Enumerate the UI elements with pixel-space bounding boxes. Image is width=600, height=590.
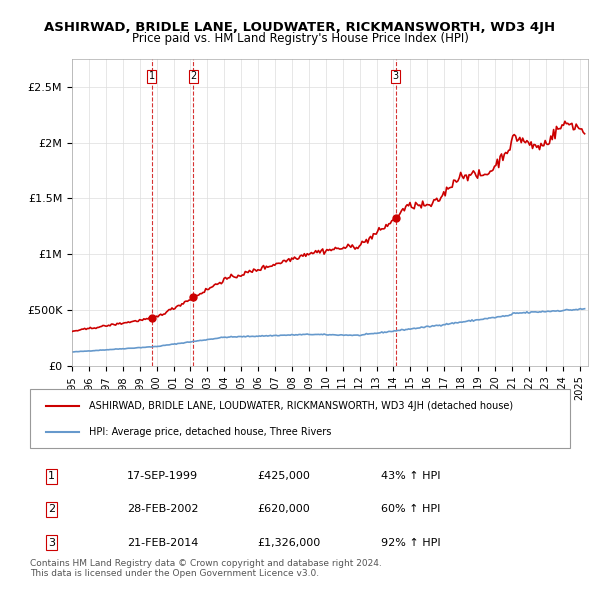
Text: 1: 1 — [149, 71, 155, 81]
Text: 17-SEP-1999: 17-SEP-1999 — [127, 471, 199, 481]
Text: £620,000: £620,000 — [257, 504, 310, 514]
Text: ASHIRWAD, BRIDLE LANE, LOUDWATER, RICKMANSWORTH, WD3 4JH (detached house): ASHIRWAD, BRIDLE LANE, LOUDWATER, RICKMA… — [89, 401, 514, 411]
Text: 2: 2 — [48, 504, 55, 514]
Text: This data is licensed under the Open Government Licence v3.0.: This data is licensed under the Open Gov… — [30, 569, 319, 578]
Text: ASHIRWAD, BRIDLE LANE, LOUDWATER, RICKMANSWORTH, WD3 4JH: ASHIRWAD, BRIDLE LANE, LOUDWATER, RICKMA… — [44, 21, 556, 34]
Text: 3: 3 — [393, 71, 399, 81]
Text: 2: 2 — [190, 71, 196, 81]
FancyBboxPatch shape — [30, 389, 570, 448]
Text: Contains HM Land Registry data © Crown copyright and database right 2024.: Contains HM Land Registry data © Crown c… — [30, 559, 382, 568]
Text: 3: 3 — [48, 537, 55, 548]
Text: 43% ↑ HPI: 43% ↑ HPI — [381, 471, 440, 481]
Text: £1,326,000: £1,326,000 — [257, 537, 320, 548]
Text: 60% ↑ HPI: 60% ↑ HPI — [381, 504, 440, 514]
Text: 21-FEB-2014: 21-FEB-2014 — [127, 537, 199, 548]
Text: 28-FEB-2002: 28-FEB-2002 — [127, 504, 199, 514]
Text: 1: 1 — [48, 471, 55, 481]
Text: Price paid vs. HM Land Registry's House Price Index (HPI): Price paid vs. HM Land Registry's House … — [131, 32, 469, 45]
Text: HPI: Average price, detached house, Three Rivers: HPI: Average price, detached house, Thre… — [89, 427, 332, 437]
Text: 92% ↑ HPI: 92% ↑ HPI — [381, 537, 440, 548]
Text: £425,000: £425,000 — [257, 471, 310, 481]
